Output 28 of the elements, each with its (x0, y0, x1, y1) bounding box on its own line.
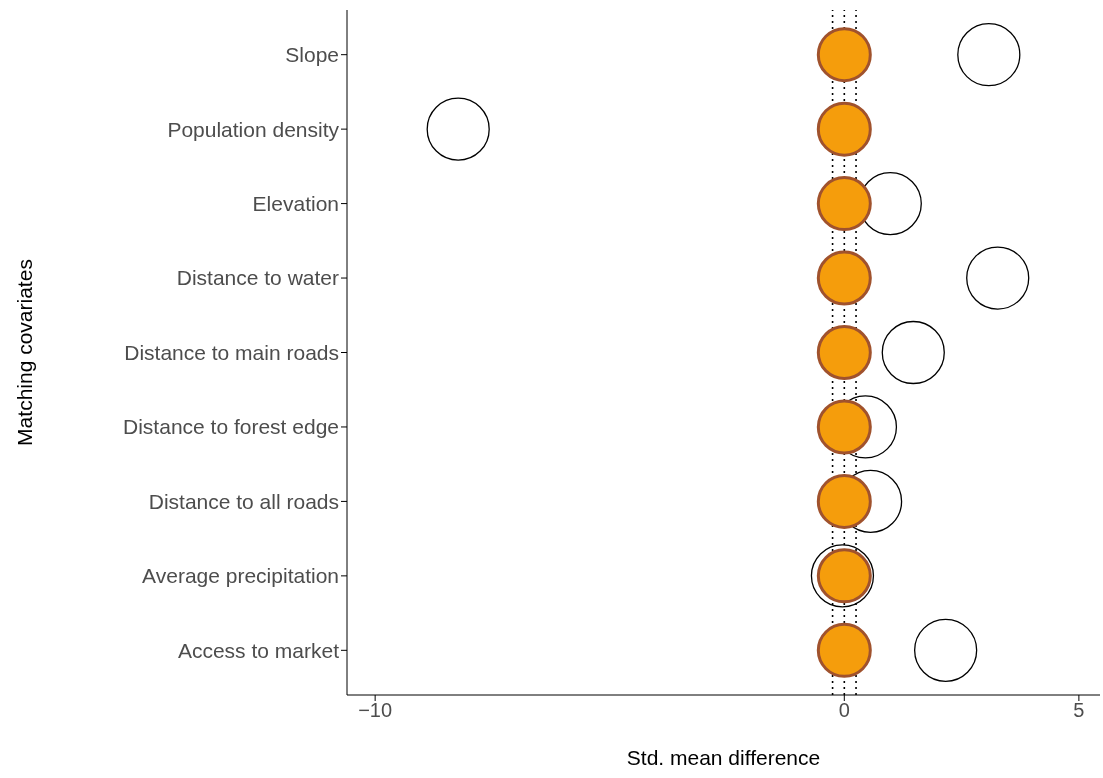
y-tick-label: Elevation (252, 192, 339, 216)
point (966, 246, 1030, 310)
point (816, 622, 872, 678)
point (426, 97, 490, 161)
x-tick-label: −10 (358, 699, 393, 722)
x-axis-title: Std. mean difference (626, 746, 821, 769)
y-tick-label: Population density (167, 117, 340, 141)
point (957, 23, 1021, 87)
x-tick-label: 0 (838, 699, 850, 722)
y-tick-label: Distance to water (176, 266, 339, 290)
y-tick-label: Average precipitation (142, 564, 339, 588)
point (881, 320, 945, 385)
point (810, 544, 875, 608)
y-tick-label: Distance to forest edge (123, 415, 339, 439)
point (816, 101, 872, 157)
y-tick-label: Access to market (177, 638, 340, 662)
point (816, 176, 872, 232)
point (914, 618, 978, 682)
point (816, 250, 872, 306)
point (816, 27, 872, 83)
point (816, 325, 872, 380)
y-tick-label: Distance to all roads (148, 489, 339, 513)
y-tick-label: Slope (285, 43, 339, 67)
point (816, 399, 872, 455)
point (816, 473, 872, 529)
y-tick-label: Distance to main roads (124, 340, 339, 364)
x-tick-label: 5 (1073, 699, 1085, 722)
y-axis-title: Matching covariates (13, 259, 37, 446)
